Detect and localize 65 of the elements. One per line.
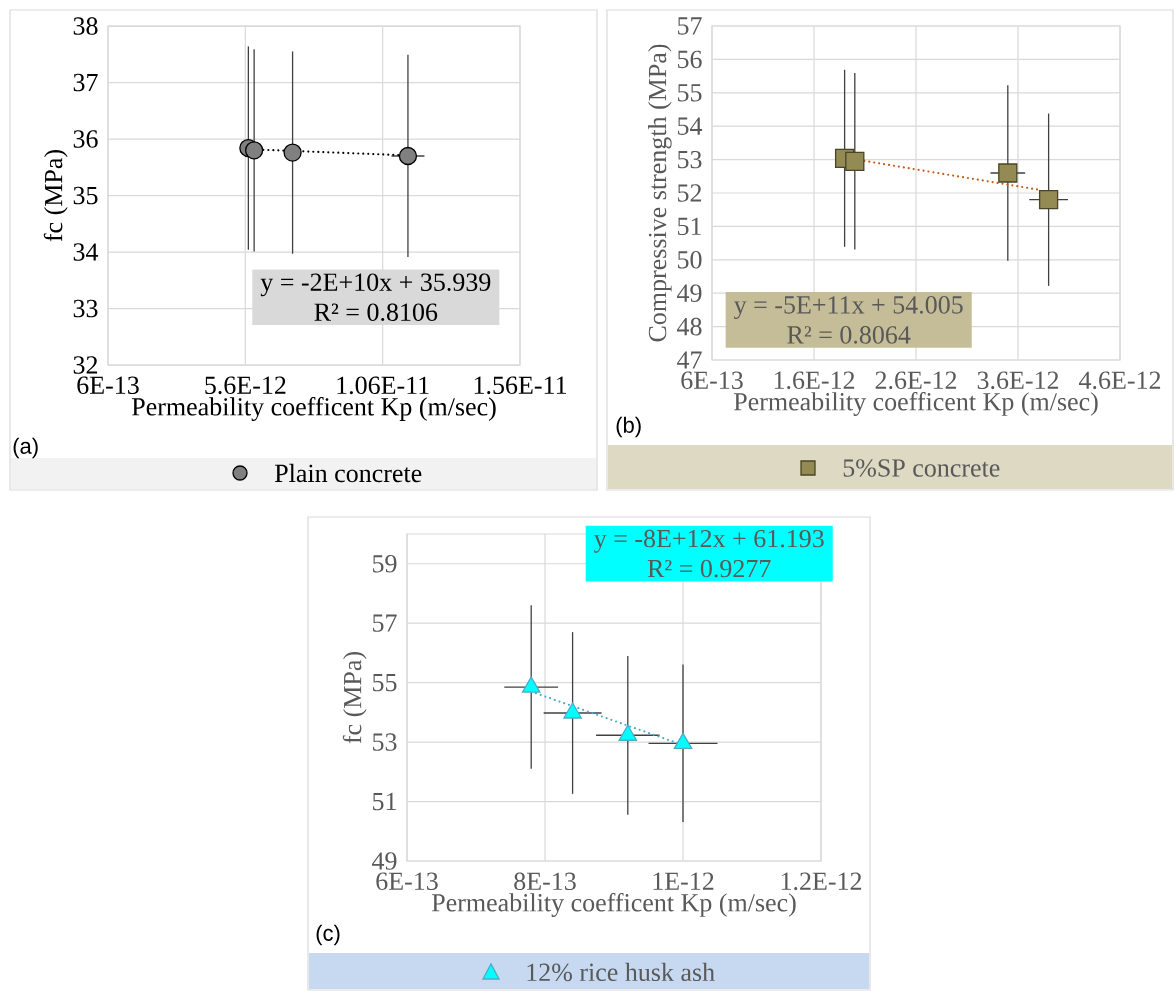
point <box>618 724 638 741</box>
y-tick-label: 38 <box>73 17 98 35</box>
y-tick-label: 55 <box>678 84 702 102</box>
y-tick-label: 49 <box>372 852 397 870</box>
y-tick-label: 50 <box>678 251 702 269</box>
x-tick-label: 8E-13 <box>514 872 576 891</box>
x-tick-label: 4.6E-12 <box>1079 371 1161 390</box>
point <box>845 151 865 171</box>
point <box>283 143 302 162</box>
y-tick-label: 51 <box>678 217 701 236</box>
text: (a) <box>13 437 38 459</box>
annotation: y = -5E+11x + 54.005 <box>733 296 963 320</box>
point <box>521 676 541 693</box>
y-tick-label: 57 <box>678 17 702 35</box>
point <box>998 163 1018 183</box>
x-tick-label: 5.6E-12 <box>205 376 286 395</box>
y-tick-label: 47 <box>677 351 702 369</box>
y-tick-label: 36 <box>73 130 98 148</box>
x-tick-label: 1.2E-12 <box>781 872 862 891</box>
y-tick-label: 56 <box>678 50 702 69</box>
x-axis-title: Permeability coefficent Kp (m/sec) <box>131 397 496 421</box>
annotation: y = -8E+12x + 61.193 <box>594 529 824 553</box>
y-tick-label: 52 <box>678 184 702 202</box>
y-tick-label: 33 <box>73 299 98 318</box>
legend-label: 12% rice husk ash <box>527 962 715 982</box>
x-tick-label: 1.56E-11 <box>474 376 566 395</box>
x-tick-label: 2.6E-12 <box>875 371 957 390</box>
y-tick-label: 35 <box>73 186 98 205</box>
text: (c) <box>316 924 340 946</box>
x-tick-label: 1.6E-12 <box>774 371 855 390</box>
y-tick-label: 59 <box>373 555 397 573</box>
x-tick-label: 6E-13 <box>77 376 139 395</box>
y-tick-label: 37 <box>73 73 98 92</box>
point <box>673 732 693 749</box>
y-tick-label: 57 <box>373 614 397 632</box>
annotation: R² = 0.8106 <box>314 303 438 322</box>
y-axis-title: fc (MPa) <box>43 150 68 242</box>
point <box>244 141 264 160</box>
legend-label: Plain concrete <box>274 463 422 483</box>
y-tick-label: 54 <box>678 117 703 135</box>
point <box>398 146 418 166</box>
y-axis-title: fc (MPa) <box>342 652 367 744</box>
x-tick-label: 3.6E-12 <box>977 371 1059 390</box>
y-tick-label: 34 <box>73 243 99 261</box>
y-tick-label: 48 <box>677 317 702 336</box>
x-tick-label: 6E-13 <box>681 371 743 389</box>
y-tick-label: 53 <box>373 733 397 751</box>
x-axis-title: Permeability coefficent Kp (m/sec) <box>733 391 1098 416</box>
x-axis-title: Permeability coefficent Kp (m/sec) <box>431 892 796 917</box>
y-tick-label: 55 <box>373 674 397 692</box>
annotation: R² = 0.8064 <box>787 326 911 344</box>
y-tick-label: 32 <box>73 356 98 374</box>
text: (b) <box>616 416 641 438</box>
point <box>1038 190 1059 210</box>
x-tick-label: 1E-12 <box>653 872 714 890</box>
y-tick-label: 49 <box>677 284 702 302</box>
y-axis-title: Compressive strength (MPa) <box>647 44 672 342</box>
y-tick-label: 51 <box>373 792 396 811</box>
annotation: y = -2E+10x + 35.939 <box>260 273 491 297</box>
x-tick-label: 6E-13 <box>376 872 438 890</box>
y-tick-label: 53 <box>678 150 702 169</box>
point <box>563 702 582 719</box>
annotation: R² = 0.9277 <box>647 559 771 578</box>
x-tick-label: 1.06E-11 <box>337 376 429 395</box>
legend-label: 5%SP concrete <box>843 459 1000 477</box>
